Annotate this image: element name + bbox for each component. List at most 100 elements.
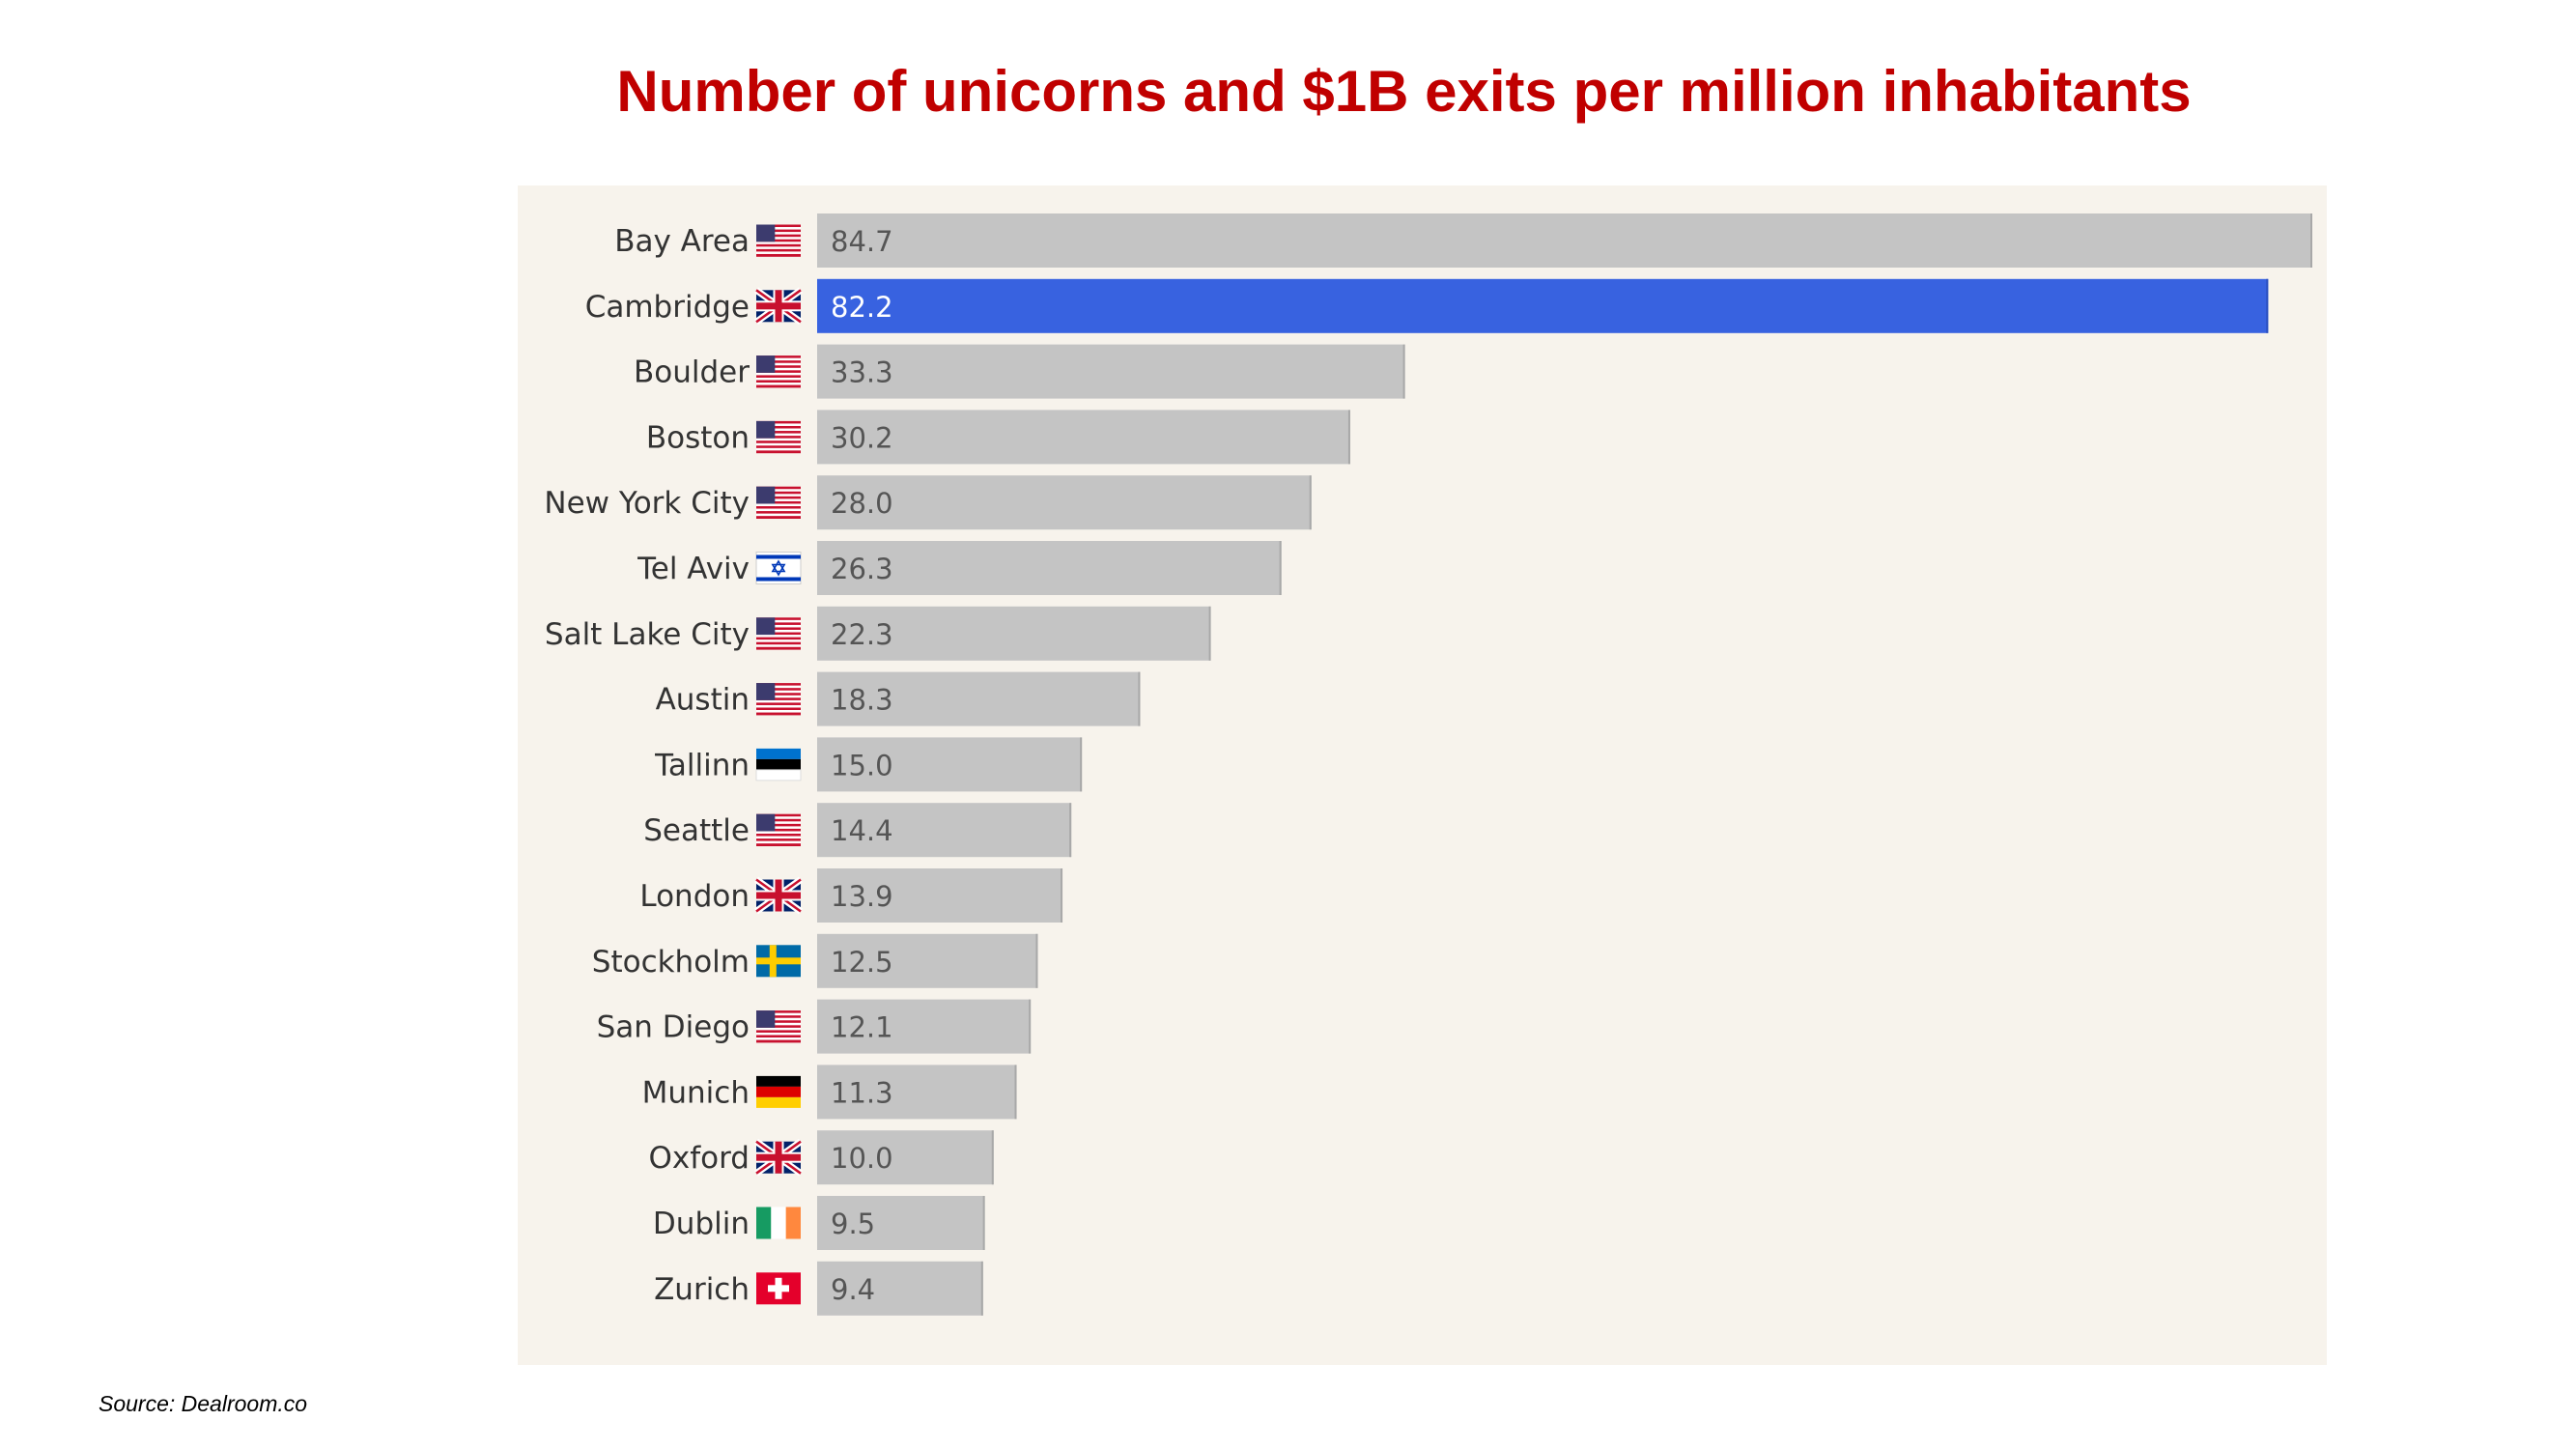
bar-edge [1035, 933, 1038, 988]
sweden-flag-icon [756, 945, 801, 978]
bar [817, 475, 1312, 530]
bar-row-oxford: Oxford 10.0 [648, 1130, 994, 1185]
bar [817, 410, 1350, 465]
category-label: Zurich [654, 1272, 750, 1307]
bar [817, 606, 1211, 661]
bar [817, 1130, 994, 1185]
bar [817, 671, 1141, 726]
bar-row-salt-lake-city: Salt Lake City 22.3 [545, 606, 1211, 661]
bar-row-cambridge: Cambridge 82.2 [585, 278, 2269, 333]
bar-row-dublin: Dublin 9.5 [653, 1196, 985, 1250]
bar-edge [1279, 541, 1282, 595]
bar-row-boulder: Boulder 33.3 [634, 344, 1405, 399]
bar-row-new-york-city: New York City 28.0 [544, 475, 1312, 530]
bar [817, 1196, 985, 1250]
value-label: 15.0 [831, 749, 893, 781]
bar-edge [2266, 278, 2269, 333]
category-label: Stockholm [592, 945, 750, 980]
bar-chart: Bay Area 84.7 Cambridge 82.2 Boulder 33.3 Bost… [544, 213, 2312, 1316]
bar [817, 933, 1038, 988]
category-label: San Diego [597, 1010, 750, 1045]
bar [817, 1065, 1017, 1120]
value-label: 84.7 [831, 225, 893, 258]
us-flag-icon [756, 1010, 801, 1043]
bar [817, 737, 1083, 792]
category-label: Cambridge [585, 290, 750, 325]
us-flag-icon [756, 486, 801, 519]
value-label: 11.3 [831, 1076, 893, 1109]
category-label: New York City [544, 486, 750, 521]
bar-edge [1014, 1065, 1017, 1120]
category-label: Boulder [634, 355, 750, 390]
bar-row-london: London 13.9 [639, 868, 1063, 923]
category-label: Tallinn [654, 748, 750, 782]
value-label: 13.9 [831, 880, 893, 913]
bar-row-munich: Munich 11.3 [642, 1065, 1017, 1120]
us-flag-icon [756, 420, 801, 454]
bar [817, 803, 1072, 858]
us-flag-icon [756, 683, 801, 716]
value-label: 18.3 [831, 684, 893, 717]
category-label: Salt Lake City [545, 617, 750, 652]
value-label: 22.3 [831, 618, 893, 651]
bar-edge [982, 1196, 985, 1250]
bar [817, 868, 1063, 923]
value-label: 30.2 [831, 421, 893, 454]
category-label: Tel Aviv [637, 552, 750, 586]
category-label: Dublin [653, 1207, 750, 1241]
bar-row-boston: Boston 30.2 [646, 410, 1350, 465]
us-flag-icon [756, 813, 801, 846]
bar-row-san-diego: San Diego 12.1 [597, 999, 1032, 1054]
bar-row-zurich: Zurich 9.4 [654, 1261, 983, 1316]
value-label: 10.0 [831, 1142, 893, 1175]
category-label: Boston [646, 420, 750, 455]
uk-flag-icon [753, 1138, 804, 1177]
value-label: 82.2 [831, 291, 893, 324]
bar-row-bay-area: Bay Area 84.7 [614, 213, 2312, 268]
ireland-flag-icon [756, 1207, 801, 1239]
bar-edge [1069, 803, 1072, 858]
category-label: Seattle [643, 813, 750, 848]
bar-edge [1029, 999, 1032, 1054]
bar-edge [1208, 606, 1211, 661]
chart-panel: Bay Area 84.7 Cambridge 82.2 Boulder 33.3 Bost… [518, 185, 2327, 1365]
bar-edge [1347, 410, 1350, 465]
bar-edge [1061, 868, 1063, 923]
us-flag-icon [756, 617, 801, 650]
bar-edge [1080, 737, 1083, 792]
uk-flag-icon [753, 876, 804, 915]
value-label: 12.1 [831, 1011, 893, 1044]
bar-edge [2310, 213, 2312, 268]
value-label: 33.3 [831, 356, 893, 389]
us-flag-icon [756, 224, 801, 257]
bar [817, 999, 1032, 1054]
bar [817, 213, 2312, 268]
bar-row-tel-aviv: Tel Aviv 26.3 [637, 541, 1282, 595]
bar [817, 278, 2269, 333]
value-label: 14.4 [831, 814, 893, 847]
category-label: Oxford [648, 1141, 750, 1176]
bar-edge [980, 1261, 983, 1316]
category-label: Bay Area [614, 224, 750, 259]
value-label: 28.0 [831, 487, 893, 520]
switzerland-flag-icon [756, 1272, 801, 1305]
bar-edge [1402, 344, 1405, 399]
source-note: Source: Dealroom.co [99, 1391, 308, 1416]
bar-row-tallinn: Tallinn 15.0 [654, 737, 1083, 792]
bar-edge [991, 1130, 994, 1185]
us-flag-icon [756, 355, 801, 388]
estonia-flag-icon [755, 748, 802, 781]
bar-row-seattle: Seattle 14.4 [643, 803, 1072, 858]
bar [817, 344, 1405, 399]
bar [817, 1261, 983, 1316]
bar-row-stockholm: Stockholm 12.5 [592, 933, 1038, 988]
category-label: London [639, 879, 750, 914]
chart-title: Number of unicorns and $1B exits per mil… [616, 59, 2192, 124]
bar-edge [1138, 671, 1141, 726]
bar [817, 541, 1282, 595]
bar-edge [1309, 475, 1312, 530]
value-label: 12.5 [831, 946, 893, 979]
category-label: Austin [656, 683, 750, 718]
uk-flag-icon [753, 287, 804, 326]
value-label: 26.3 [831, 553, 893, 585]
